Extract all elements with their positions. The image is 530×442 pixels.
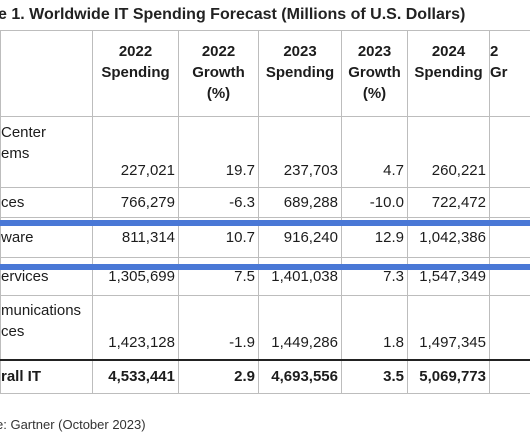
total-row: rall IT 4,533,441 2.9 4,693,556 3.5 5,06… <box>0 358 530 394</box>
table-cell: 227,021 <box>92 116 179 188</box>
highlight-line-top <box>0 220 530 226</box>
table-row: ces 766,279 -6.3 689,288 -10.0 722,472 <box>0 187 530 218</box>
table-cell: 4.7 <box>341 116 408 188</box>
source-note: e: Gartner (October 2023) <box>0 417 146 432</box>
row-category: rall IT <box>0 358 93 394</box>
table-cell: -6.3 <box>178 187 259 218</box>
header-cell: 2 Gr <box>489 30 530 117</box>
header-cell: 2024 Spending <box>407 30 490 117</box>
table-row: ervices 1,305,699 7.5 1,401,038 7.3 1,54… <box>0 257 530 296</box>
table-title: e 1. Worldwide IT Spending Forecast (Mil… <box>0 6 466 23</box>
row-category: Center ems <box>0 116 93 188</box>
header-cell: 2023 Growth (%) <box>341 30 408 117</box>
table-cell: 1,449,286 <box>258 295 342 360</box>
table-cell <box>489 358 530 394</box>
header-cell: 2023 Spending <box>258 30 342 117</box>
table-cell: 766,279 <box>92 187 179 218</box>
row-category: munications ces <box>0 295 93 360</box>
table-cell: 3.5 <box>341 358 408 394</box>
table-cell: 722,472 <box>407 187 490 218</box>
row-category: ces <box>0 187 93 218</box>
table-row: munications ces 1,423,128 -1.9 1,449,286 … <box>0 295 530 360</box>
table-cell: 237,703 <box>258 116 342 188</box>
table-cell: 5,069,773 <box>407 358 490 394</box>
table-cell: 1,497,345 <box>407 295 490 360</box>
table-row: Center ems 227,021 19.7 237,703 4.7 260,2… <box>0 116 530 188</box>
table-cell: 2.9 <box>178 358 259 394</box>
header-cell: 2022 Growth (%) <box>178 30 259 117</box>
table-cell: 1.8 <box>341 295 408 360</box>
table-cell: 1,401,038 <box>258 257 342 296</box>
table-cell: 689,288 <box>258 187 342 218</box>
table-cell: 7.5 <box>178 257 259 296</box>
table-cell: 260,221 <box>407 116 490 188</box>
table-cell: 19.7 <box>178 116 259 188</box>
spending-table: 2022 Spending 2022 Growth (%) 2023 Spending … <box>0 30 530 394</box>
table-cell: -10.0 <box>341 187 408 218</box>
table-cell <box>489 295 530 360</box>
table-cell <box>489 116 530 188</box>
table-cell: 4,533,441 <box>92 358 179 394</box>
table-cell <box>489 187 530 218</box>
table-cell: -1.9 <box>178 295 259 360</box>
highlight-line-bottom <box>0 264 530 270</box>
header-category <box>0 30 93 117</box>
header-cell: 2022 Spending <box>92 30 179 117</box>
table-cell: 4,693,556 <box>258 358 342 394</box>
table-cell: 1,423,128 <box>92 295 179 360</box>
header-row: 2022 Spending 2022 Growth (%) 2023 Spending … <box>0 30 530 117</box>
